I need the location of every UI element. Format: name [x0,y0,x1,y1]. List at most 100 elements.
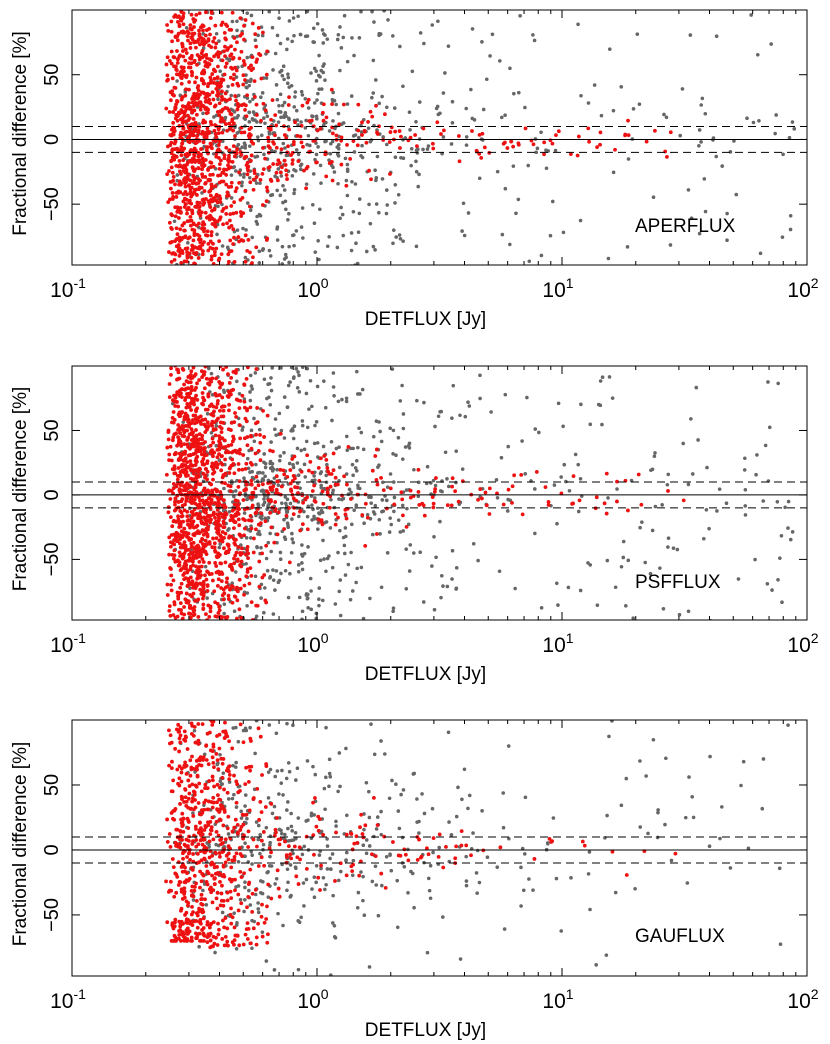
data-point-grey [643,560,648,565]
data-point-red [422,513,427,518]
data-point-grey [717,487,722,491]
data-point-grey [357,197,362,201]
data-point-red [434,476,438,480]
data-point-grey [501,825,506,830]
data-point-grey [666,545,670,549]
data-point-red [211,477,215,482]
data-point-red [182,442,187,447]
data-point-grey [441,135,446,139]
data-point-red [231,387,236,392]
data-point-grey [230,796,235,801]
data-point-red [260,203,265,207]
data-point-red [247,204,252,209]
data-point-grey [691,815,696,820]
data-point-grey [435,104,440,109]
data-point-grey [281,183,285,188]
data-point-grey [260,930,265,934]
data-point-grey [739,783,743,788]
data-point-grey [345,162,350,167]
data-point-grey [273,774,278,779]
data-point-red [232,72,236,77]
data-point-grey [686,609,691,614]
data-point-grey [301,881,306,885]
data-point-red [169,151,174,156]
data-point-red [169,61,174,66]
x-tick-label: 10-1 [50,275,86,302]
data-point-red [210,338,214,342]
data-point-grey [426,144,431,148]
data-point-grey [226,832,231,836]
data-point-grey [415,797,419,801]
data-point-red [244,376,249,381]
data-point-red [362,129,367,134]
data-point-red [189,201,194,206]
data-point-red [382,112,387,117]
data-point-grey [267,10,272,14]
data-point-red [180,104,185,108]
data-point-grey [279,828,283,833]
x-axis-label: DETFLUX [Jy] [365,309,486,330]
data-point-red [276,158,281,163]
data-point-grey [244,228,248,232]
data-point-red [225,194,229,198]
data-point-red [209,142,214,146]
data-point-red [201,602,206,607]
data-point-red [268,177,273,182]
data-point-red [234,210,239,215]
data-point-red [188,518,193,523]
data-point-grey [508,66,512,71]
data-point-red [188,41,193,46]
data-point-grey [298,163,303,168]
data-point-grey [192,728,197,733]
data-point-grey [743,513,748,517]
data-point-grey [407,446,412,450]
data-point-grey [254,494,258,499]
data-point-grey [218,779,223,784]
data-point-grey [300,554,305,558]
data-point-red [169,366,173,371]
data-point-grey [338,578,343,582]
data-point-grey [233,765,238,769]
data-point-red [207,572,212,577]
data-point-red [205,94,210,99]
data-point-grey [415,398,419,403]
data-point-grey [237,391,242,396]
data-point-red [227,402,232,407]
data-point-grey [481,107,486,112]
data-point-red [501,502,506,507]
data-point-red [330,131,335,136]
data-point-red [245,172,250,177]
data-point-grey [578,588,583,593]
data-point-red [211,39,216,44]
data-point-grey [373,503,378,508]
data-point-grey [286,218,290,222]
data-point-red [203,10,208,15]
data-point-red [587,139,591,144]
data-point-red [170,415,175,420]
data-point-red [208,239,213,244]
data-point-grey [370,879,375,884]
data-point-red [431,146,436,151]
data-point-grey [662,112,666,117]
data-point-red [242,583,247,588]
data-point-red [169,179,174,184]
data-point-red [198,467,203,472]
data-point-red [231,585,235,589]
data-point-red [165,23,170,27]
data-point-grey [280,103,285,108]
data-point-grey [374,202,379,206]
data-point-grey [325,867,330,871]
data-point-red [177,541,182,546]
data-point-grey [686,188,691,192]
data-point-red [186,599,191,604]
data-point-grey [319,508,324,513]
data-point-grey [385,203,390,207]
data-point-red [173,496,178,501]
data-point-grey [644,774,648,778]
data-point-red [191,366,196,370]
data-point-red [190,594,194,599]
data-point-red [626,133,631,137]
data-point-red [200,55,205,60]
data-point-grey [728,866,733,870]
data-point-red [328,484,333,489]
